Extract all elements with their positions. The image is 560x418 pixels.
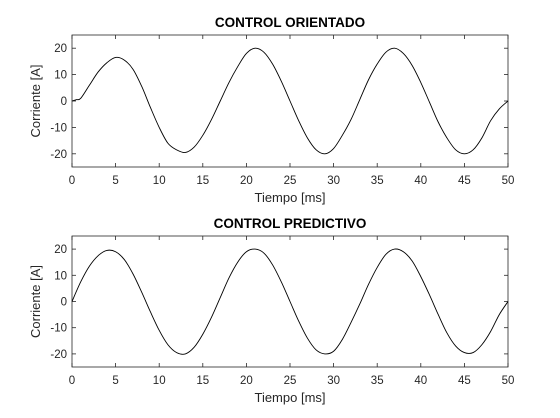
- x-tick-label: 10: [153, 175, 166, 187]
- y-tick-label: 10: [54, 70, 67, 82]
- chart-title: CONTROL PREDICTIVO: [214, 216, 367, 231]
- series-line-orientado: [71, 47, 509, 155]
- x-tick-label: 30: [327, 175, 340, 187]
- x-tick-label: 15: [196, 175, 209, 187]
- y-tick-label: -10: [50, 323, 67, 335]
- y-tick-label: 20: [54, 244, 67, 256]
- x-tick-label: 20: [240, 375, 253, 387]
- x-tick-label: 0: [69, 375, 75, 387]
- x-tick-label: 35: [371, 175, 384, 187]
- x-tick-label: 5: [112, 375, 118, 387]
- y-tick-label: 20: [54, 43, 67, 55]
- chart-panel-orientado: CONTROL ORIENTADO 0 5 10 15 20 25 30 35 40 45 50 -20…: [28, 15, 514, 205]
- x-tick-label: 40: [414, 175, 427, 187]
- y-tick-label: 0: [61, 297, 67, 309]
- x-tick-label: 15: [196, 375, 209, 387]
- x-tick-label: 5: [112, 175, 118, 187]
- x-tick-label: 25: [284, 375, 297, 387]
- y-tick-label: 10: [54, 270, 67, 282]
- x-tick-label: 40: [414, 375, 427, 387]
- y-axis-label: Corriente [A]: [28, 65, 43, 138]
- x-tick-label: 35: [371, 375, 384, 387]
- x-axis-label: Tiempo [ms]: [254, 190, 325, 205]
- x-tick-label: 0: [69, 175, 75, 187]
- x-tick-label: 45: [458, 375, 471, 387]
- x-tick-label: 50: [502, 175, 515, 187]
- x-tick-label: 45: [458, 175, 471, 187]
- x-axis-label: Tiempo [ms]: [254, 390, 325, 405]
- y-tick-label: -20: [50, 149, 67, 161]
- x-tick-label: 30: [327, 375, 340, 387]
- chart-title: CONTROL ORIENTADO: [215, 15, 365, 30]
- x-tick-label: 25: [284, 175, 297, 187]
- chart-panel-predictivo: CONTROL PREDICTIVO 0 5 10 15 20 25 30 35 40 45 50 -2…: [28, 216, 514, 405]
- x-tick-label: 20: [240, 175, 253, 187]
- series-line-predictivo: [71, 248, 509, 355]
- y-tick-label: -10: [50, 122, 67, 134]
- y-tick-label: -20: [50, 349, 67, 361]
- x-tick-label: 10: [153, 375, 166, 387]
- x-tick-label: 50: [502, 375, 515, 387]
- y-axis-label: Corriente [A]: [28, 265, 43, 338]
- y-tick-label: 0: [61, 96, 67, 108]
